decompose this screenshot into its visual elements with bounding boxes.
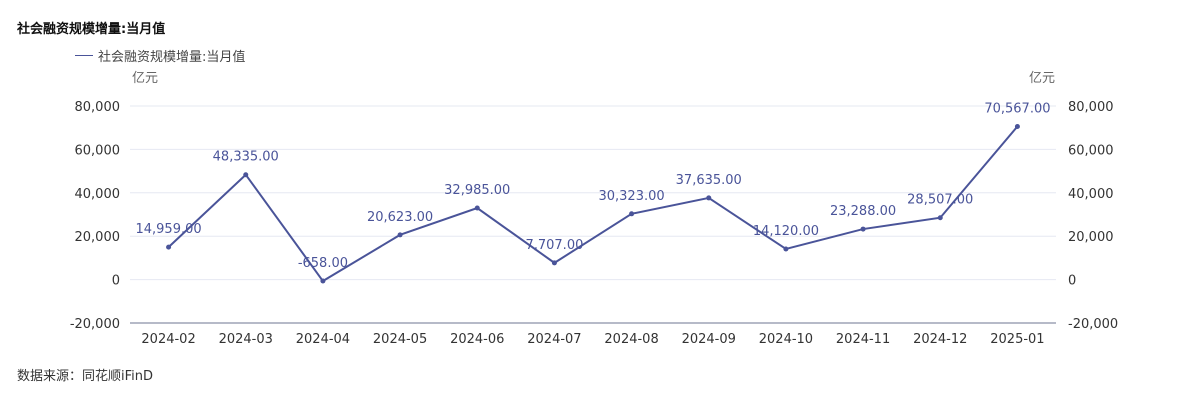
- data-point: [937, 215, 943, 221]
- data-label: 23,288.00: [830, 204, 896, 219]
- data-point: [474, 205, 480, 211]
- data-label: 7,707.00: [525, 238, 583, 253]
- data-label: 14,120.00: [753, 224, 819, 239]
- data-point: [629, 211, 635, 217]
- x-tick-label: 2024-05: [373, 332, 427, 347]
- x-tick-label: 2025-01: [990, 332, 1044, 347]
- y-tick-label-right: -20,000: [1068, 317, 1118, 332]
- y-tick-label-right: 0: [1068, 274, 1076, 289]
- y-tick-label-left: 80,000: [75, 100, 121, 115]
- data-point: [243, 172, 249, 178]
- data-label: 20,623.00: [367, 210, 433, 225]
- y-tick-label-right: 60,000: [1068, 143, 1114, 158]
- left-axis-unit: 亿元: [132, 71, 158, 86]
- y-tick-label-left: 0: [112, 274, 120, 289]
- data-label: 70,567.00: [984, 101, 1050, 116]
- x-tick-label: 2024-04: [296, 332, 350, 347]
- data-label: 30,323.00: [598, 189, 664, 204]
- x-tick-label: 2024-06: [450, 332, 504, 347]
- y-tick-label-right: 40,000: [1068, 187, 1114, 202]
- legend-item[interactable]: 社会融资规模增量:当月值: [75, 46, 245, 65]
- data-point: [166, 244, 172, 250]
- data-label: 37,635.00: [676, 173, 742, 188]
- data-label: 48,335.00: [213, 150, 279, 165]
- y-tick-label-left: 40,000: [75, 187, 121, 202]
- y-tick-label-right: 20,000: [1068, 230, 1114, 245]
- data-label: 14,959.00: [135, 222, 201, 237]
- legend-line-icon: [75, 54, 93, 57]
- series-line: [167, 125, 1019, 283]
- data-point: [783, 246, 789, 252]
- x-tick-label: 2024-07: [527, 332, 581, 347]
- data-point: [706, 195, 712, 201]
- data-point: [860, 226, 866, 232]
- data-point: [397, 232, 403, 238]
- data-source: 数据来源：同花顺iFinD: [17, 369, 154, 384]
- data-label: -658.00: [298, 256, 348, 271]
- chart-title: 社会融资规模增量:当月值: [17, 22, 166, 37]
- y-tick-label-left: -20,000: [70, 317, 120, 332]
- y-tick-label-left: 20,000: [75, 230, 121, 245]
- x-tick-label: 2024-02: [141, 332, 195, 347]
- data-label: 28,507.00: [907, 193, 973, 208]
- right-axis-unit: 亿元: [1029, 71, 1055, 86]
- x-tick-label: 2024-12: [913, 332, 967, 347]
- x-tick-label: 2024-08: [604, 332, 658, 347]
- data-point: [1014, 123, 1020, 129]
- data-label: 32,985.00: [444, 183, 510, 198]
- y-tick-label-left: 60,000: [75, 143, 121, 158]
- x-tick-label: 2024-10: [759, 332, 813, 347]
- y-tick-label-right: 80,000: [1068, 100, 1114, 115]
- x-tick-label: 2024-09: [682, 332, 736, 347]
- x-tick-label: 2024-11: [836, 332, 890, 347]
- data-point: [551, 260, 557, 266]
- x-tick-label: 2024-03: [219, 332, 273, 347]
- legend-label: 社会融资规模增量:当月值: [98, 50, 246, 65]
- data-point: [320, 278, 326, 284]
